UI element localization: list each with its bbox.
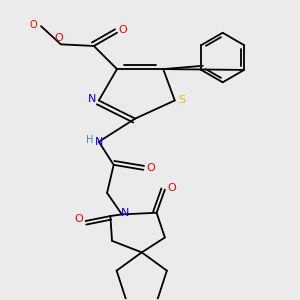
Text: O: O [118,25,127,35]
Text: S: S [178,95,186,106]
Text: O: O [30,20,38,29]
Text: O: O [74,214,83,224]
Text: O: O [168,183,176,193]
Text: N: N [88,94,96,104]
Text: N: N [121,208,129,218]
Text: H: H [86,135,93,145]
Text: N: N [94,137,103,147]
Text: O: O [146,163,155,173]
Text: O: O [55,33,64,43]
